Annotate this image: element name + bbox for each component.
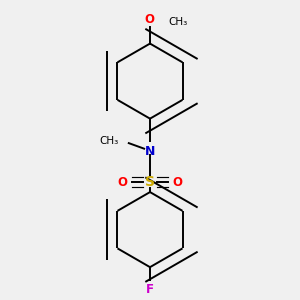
Text: O: O [144, 13, 154, 26]
Text: CH₃: CH₃ [100, 136, 119, 146]
Text: F: F [146, 283, 154, 296]
Text: O: O [118, 176, 128, 189]
Text: O: O [172, 176, 182, 189]
Text: N: N [145, 145, 155, 158]
Text: S: S [145, 175, 155, 189]
Text: CH₃: CH₃ [168, 17, 187, 27]
